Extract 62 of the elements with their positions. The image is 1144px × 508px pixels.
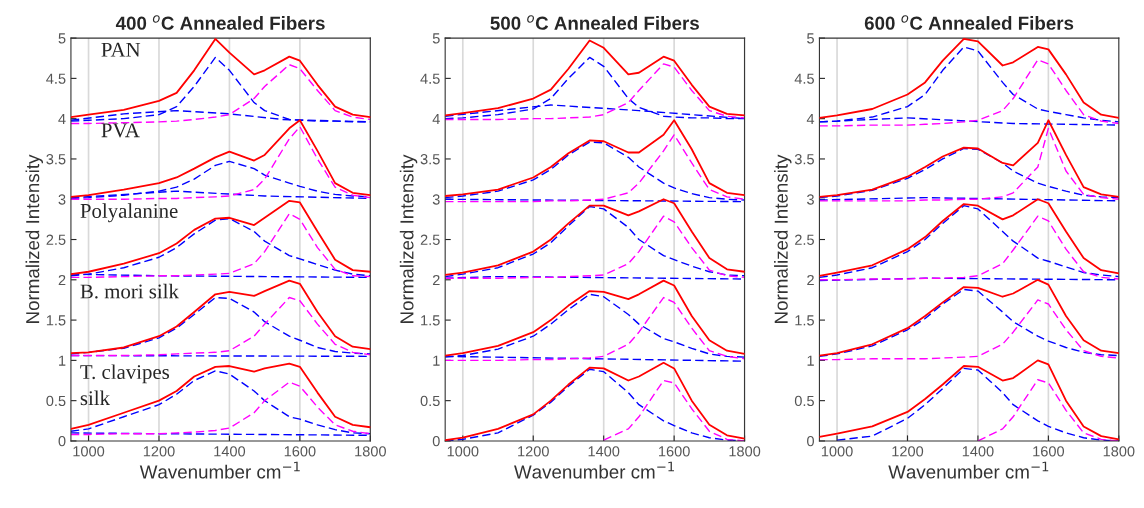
x-tick-label: 1400 bbox=[214, 446, 246, 457]
y-tick-label: 4.5 bbox=[794, 73, 814, 84]
y-tick-label: 3.5 bbox=[420, 154, 440, 165]
annotation: PVA bbox=[101, 123, 140, 138]
y-tick-label: 5 bbox=[807, 33, 814, 44]
y-tick-label: 2 bbox=[807, 274, 814, 286]
y-axis-title: Normalized Intensity bbox=[25, 154, 44, 323]
y-tick-label: 3 bbox=[432, 194, 440, 205]
x-tick-label: 1600 bbox=[659, 446, 690, 457]
y-tick-label: 0 bbox=[807, 436, 814, 447]
x-tick-label: 1600 bbox=[284, 446, 316, 457]
y-tick-label: 0 bbox=[58, 436, 66, 447]
y-tick-label: 3.5 bbox=[46, 154, 66, 165]
y-tick-label: 5 bbox=[58, 33, 66, 44]
x-axis-title: Wavenumber cm$^{−1}$ bbox=[514, 461, 674, 479]
y-tick-label: 2.5 bbox=[420, 234, 440, 245]
chart-title: 400 $^{o}$C Annealed Fibers bbox=[115, 15, 325, 30]
x-tick-label: 1200 bbox=[892, 446, 924, 457]
y-tick-label: 0.5 bbox=[794, 395, 814, 407]
x-tick-label: 1000 bbox=[821, 446, 853, 457]
chart-title: 500 $^{o}$C Annealed Fibers bbox=[490, 15, 699, 30]
annotation: B. mori silk bbox=[80, 283, 179, 299]
y-tick-label: 1.5 bbox=[795, 315, 814, 326]
y-tick-label: 3 bbox=[807, 194, 814, 205]
y-tick-label: 0 bbox=[432, 436, 440, 447]
y-tick-label: 5 bbox=[432, 33, 440, 44]
x-tick-label: 1600 bbox=[1033, 446, 1065, 457]
y-tick-label: 1 bbox=[807, 355, 814, 366]
y-tick-label: 4 bbox=[58, 113, 66, 124]
y-axis-title: Normalized Intensity bbox=[774, 154, 792, 323]
annotation: Polyalanine bbox=[80, 203, 178, 223]
x-axis-title: Wavenumber cm$^{−1}$ bbox=[139, 461, 300, 479]
x-tick-label: 1200 bbox=[143, 446, 175, 457]
y-tick-label: 2.5 bbox=[46, 234, 66, 245]
y-tick-label: 1 bbox=[59, 355, 66, 366]
y-tick-label: 2 bbox=[432, 274, 440, 286]
y-tick-label: 4 bbox=[806, 113, 815, 124]
annotation: T. clavipes silk bbox=[80, 364, 170, 406]
x-tick-label: 1800 bbox=[729, 446, 761, 457]
x-tick-label: 1400 bbox=[962, 446, 994, 457]
y-tick-label: 2 bbox=[58, 274, 66, 286]
x-tick-label: 1000 bbox=[447, 446, 479, 457]
x-tick-label: 1400 bbox=[588, 446, 620, 457]
y-tick-label: 0.5 bbox=[420, 395, 440, 407]
y-tick-label: 1.5 bbox=[46, 315, 66, 326]
x-tick-label: 1800 bbox=[1103, 446, 1135, 457]
y-tick-label: 3.5 bbox=[794, 154, 814, 165]
annotation: PAN bbox=[101, 42, 141, 57]
chart-title: 600 $^{o}$C Annealed Fibers bbox=[864, 15, 1074, 30]
x-tick-label: 1000 bbox=[73, 446, 105, 457]
x-tick-label: 1800 bbox=[355, 446, 386, 457]
x-axis-title: Wavenumber cm$^{−1}$ bbox=[888, 461, 1049, 479]
y-tick-label: 4.5 bbox=[46, 73, 66, 84]
y-tick-label: 4 bbox=[432, 113, 440, 124]
y-axis-title: Normalized Intensity bbox=[399, 154, 418, 323]
y-tick-label: 4.5 bbox=[420, 73, 440, 84]
y-tick-label: 1 bbox=[433, 355, 440, 366]
x-tick-label: 1200 bbox=[518, 446, 549, 457]
y-tick-label: 0.5 bbox=[46, 395, 66, 407]
y-tick-label: 2.5 bbox=[795, 234, 814, 245]
y-tick-label: 3 bbox=[58, 194, 66, 205]
y-tick-label: 1.5 bbox=[421, 315, 440, 326]
